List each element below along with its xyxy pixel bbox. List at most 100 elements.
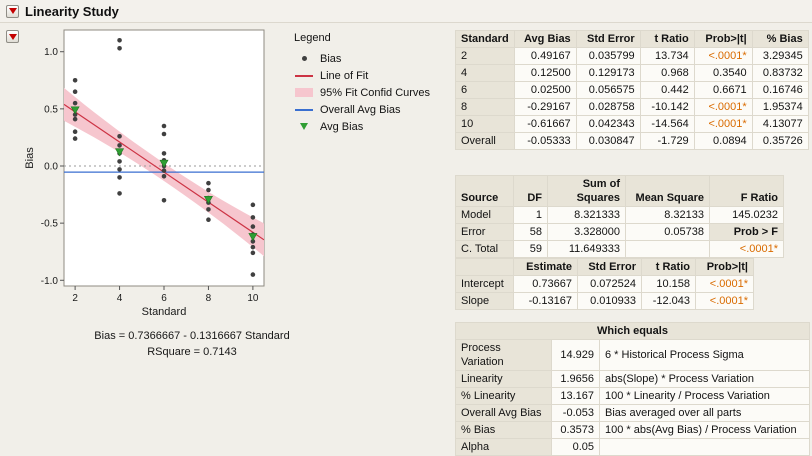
value-cell: [599, 438, 810, 456]
value-cell: 0.0894: [693, 132, 753, 150]
value-cell: 0.129173: [575, 64, 641, 82]
row-label: 10: [455, 115, 515, 133]
estimates-table: Estimate Std Error t Ratio Prob>|t| Intercep…: [455, 258, 754, 310]
row-label: 6: [455, 81, 515, 99]
column-header: Estimate: [513, 258, 578, 276]
legend-item: Avg Bias: [294, 118, 430, 135]
legend-item: Bias: [294, 50, 430, 67]
red-triangle-icon: [8, 8, 17, 14]
value-cell: <.0001*: [693, 47, 753, 65]
value-cell: 0.05738: [625, 223, 710, 241]
row-label: Linearity: [455, 370, 552, 388]
avg-bias-marker-icon: [294, 123, 314, 130]
value-cell: 13.734: [639, 47, 695, 65]
value-cell: Prob > F: [709, 223, 784, 241]
svg-text:2: 2: [72, 293, 78, 304]
legend: Legend Bias Line of Fit 95% Fit Confid Cur…: [294, 32, 430, 135]
value-cell: 0.030847: [575, 132, 641, 150]
value-cell: 100 * abs(Avg Bias) / Process Variation: [599, 421, 810, 439]
column-header: t Ratio: [641, 258, 696, 276]
value-cell: 0.010933: [577, 292, 642, 310]
value-cell: 0.072524: [577, 275, 642, 293]
column-header: Avg Bias: [513, 30, 577, 48]
row-label: % Bias: [455, 421, 552, 439]
value-cell: 10.158: [641, 275, 696, 293]
row-label: 2: [455, 47, 515, 65]
fit-equation-caption: Bias = 0.7366667 - 0.1316667 Standard: [94, 330, 290, 342]
overall-avg-bias-icon: [294, 108, 314, 111]
legend-item: 95% Fit Confid Curves: [294, 84, 430, 101]
value-cell: 0.83732: [751, 64, 809, 82]
page-title: Linearity Study: [25, 3, 119, 19]
column-header: Standard: [455, 30, 515, 48]
legend-items: Bias Line of Fit 95% Fit Confid Curves Over…: [294, 50, 430, 135]
bias-chart-svg[interactable]: -1.0 -0.5 0.0 0.5 1.0 2 4 6 8 10 Standard Bias: [22, 24, 274, 326]
value-cell: 1: [513, 206, 548, 224]
value-cell: 3.328000: [547, 223, 626, 241]
svg-text:8: 8: [206, 293, 212, 304]
value-cell: 6 * Historical Process Sigma: [599, 339, 810, 371]
value-cell: 0.6671: [693, 81, 753, 99]
graph-red-triangle-button[interactable]: [6, 30, 19, 43]
value-cell: -0.61667: [513, 115, 577, 133]
value-cell: 14.929: [551, 339, 600, 371]
row-label: Slope: [455, 292, 514, 310]
column-header: Sum of Squares: [547, 175, 626, 207]
column-header: t Ratio: [639, 30, 695, 48]
confid-curves-icon: [294, 88, 314, 97]
value-cell: 0.35726: [751, 132, 809, 150]
value-cell: 0.05: [551, 438, 600, 456]
svg-text:Bias: Bias: [24, 147, 36, 169]
row-label: C. Total: [455, 240, 514, 258]
row-label: % Linearity: [455, 387, 552, 405]
legend-label: Overall Avg Bias: [320, 103, 401, 116]
svg-text:-0.5: -0.5: [41, 219, 59, 230]
column-header: DF: [513, 175, 548, 207]
value-cell: 13.167: [551, 387, 600, 405]
value-cell: <.0001*: [693, 115, 753, 133]
outline-titlebar: Linearity Study: [0, 0, 812, 23]
value-cell: [625, 240, 710, 258]
value-cell: -0.29167: [513, 98, 577, 116]
svg-text:-1.0: -1.0: [41, 276, 59, 287]
value-cell: abs(Slope) * Process Variation: [599, 370, 810, 388]
standard-table: Standard Avg Bias Std Error t Ratio Prob>|t|…: [455, 30, 809, 150]
svg-text:6: 6: [161, 293, 167, 304]
value-cell: 3.29345: [751, 47, 809, 65]
value-cell: Bias averaged over all parts: [599, 404, 810, 422]
legend-label: Line of Fit: [320, 69, 369, 82]
column-header: Prob>|t|: [695, 258, 754, 276]
legend-label: Bias: [320, 52, 342, 65]
column-header: Std Error: [577, 258, 642, 276]
column-header: % Bias: [751, 30, 809, 48]
value-cell: 0.12500: [513, 64, 577, 82]
row-label: 8: [455, 98, 515, 116]
rsquare-caption: RSquare = 0.7143: [147, 346, 237, 358]
value-cell: 0.3573: [551, 421, 600, 439]
row-label: Overall Avg Bias: [455, 404, 552, 422]
value-cell: 0.3540: [693, 64, 753, 82]
svg-text:0.5: 0.5: [44, 104, 58, 115]
legend-label: 95% Fit Confid Curves: [320, 86, 431, 99]
value-cell: -10.142: [639, 98, 695, 116]
legend-item: Overall Avg Bias: [294, 101, 430, 118]
value-cell: 4.13077: [751, 115, 809, 133]
value-cell: <.0001*: [695, 275, 754, 293]
value-cell: -0.13167: [513, 292, 578, 310]
row-label: 4: [455, 64, 515, 82]
svg-text:10: 10: [247, 293, 259, 304]
metrics-table: Which equals Process Variation 14.929 6 * H…: [455, 322, 810, 456]
svg-text:1.0: 1.0: [44, 47, 58, 58]
table-estimates: Estimate Std Error t Ratio Prob>|t| Intercep…: [455, 258, 754, 310]
column-header: Prob>|t|: [693, 30, 753, 48]
value-cell: 0.442: [639, 81, 695, 99]
table-metrics: Which equals Process Variation 14.929 6 * H…: [455, 322, 810, 456]
value-cell: 0.02500: [513, 81, 577, 99]
row-label: Alpha: [455, 438, 552, 456]
svg-text:0.0: 0.0: [44, 162, 58, 173]
value-cell: <.0001*: [709, 240, 784, 258]
column-header: Std Error: [575, 30, 641, 48]
value-cell: 0.035799: [575, 47, 641, 65]
value-cell: 145.0232: [709, 206, 784, 224]
red-triangle-menu-button[interactable]: [6, 4, 19, 18]
